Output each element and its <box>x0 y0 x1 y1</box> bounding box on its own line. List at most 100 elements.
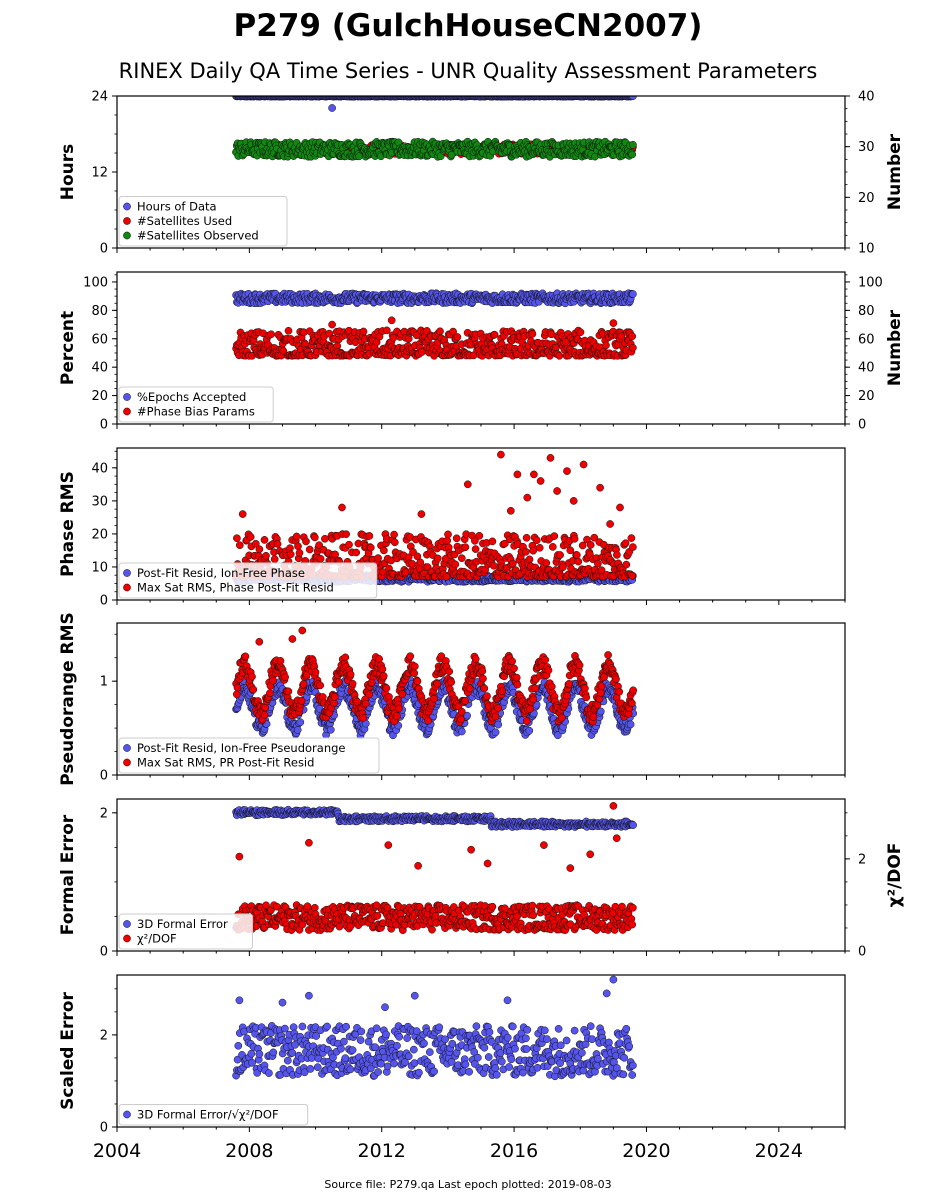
data-point <box>525 726 534 735</box>
data-point <box>444 530 452 539</box>
data-point <box>583 535 591 544</box>
legend-label: Post-Fit Resid, Ion-Free Phase <box>137 566 305 580</box>
data-point <box>596 483 604 492</box>
data-point <box>359 327 368 336</box>
data-point <box>553 487 561 495</box>
data-point <box>447 150 456 159</box>
data-point <box>578 541 587 550</box>
legend-marker <box>123 583 131 592</box>
data-point <box>626 720 635 729</box>
legend-marker <box>123 231 131 240</box>
data-point <box>628 332 637 341</box>
data-point <box>273 540 282 548</box>
data-point <box>366 543 375 552</box>
data-points <box>232 96 637 161</box>
data-point <box>523 493 532 502</box>
data-point <box>506 506 515 515</box>
legend-marker <box>123 407 131 416</box>
data-point <box>550 532 559 540</box>
data-point <box>430 694 438 703</box>
data-point <box>602 341 610 350</box>
data-point <box>331 550 339 559</box>
data-point <box>563 467 571 475</box>
data-point <box>378 665 387 673</box>
data-point <box>266 689 274 698</box>
data-point <box>586 541 595 549</box>
data-point <box>628 571 637 580</box>
data-point <box>566 546 575 555</box>
data-point <box>260 711 269 719</box>
legend-label: #Phase Bias Params <box>137 405 255 419</box>
data-point <box>417 510 426 518</box>
data-point <box>284 687 293 696</box>
y2-tick-label: 80 <box>858 304 875 319</box>
data-point <box>398 690 407 698</box>
y-tick-label: 0 <box>100 418 108 433</box>
data-point <box>375 655 383 663</box>
y-tick-label: 20 <box>91 389 108 404</box>
data-point <box>276 657 285 665</box>
y2-tick-label: 40 <box>858 90 875 105</box>
data-point <box>629 543 637 551</box>
y-tick-label: 12 <box>91 166 108 181</box>
data-point <box>321 534 329 543</box>
data-point <box>326 725 335 734</box>
data-point <box>452 534 461 543</box>
data-point <box>546 454 555 462</box>
legend-marker <box>123 217 131 225</box>
legend-label: #Satellites Observed <box>137 229 259 243</box>
data-point <box>302 537 310 546</box>
panel-2: 020406080100Percent020406080100Number%Ep… <box>58 271 905 433</box>
data-point <box>594 559 602 568</box>
y-tick-label: 20 <box>91 527 108 542</box>
data-point <box>576 328 585 337</box>
data-point <box>457 727 466 736</box>
y-tick-label: 30 <box>91 494 108 509</box>
data-point <box>233 534 241 543</box>
y2-axis-label: Number <box>885 133 905 210</box>
data-point <box>489 561 498 570</box>
data-point <box>628 150 637 159</box>
y2-axis-label: Number <box>885 309 905 386</box>
data-point <box>548 543 557 551</box>
y-axis-label: Percent <box>58 311 78 385</box>
data-point <box>609 319 618 327</box>
data-point <box>457 554 466 563</box>
legend-label: #Satellites Used <box>137 214 232 228</box>
data-point <box>345 540 353 549</box>
data-point <box>522 547 530 556</box>
data-point <box>437 652 446 661</box>
y2-tick-label: 40 <box>858 361 875 376</box>
data-point <box>522 533 531 542</box>
data-point <box>416 558 425 567</box>
data-point <box>316 681 325 690</box>
data-point <box>297 697 306 705</box>
data-point <box>281 673 289 681</box>
data-point <box>471 536 479 545</box>
data-point <box>241 652 250 661</box>
data-point <box>395 704 403 713</box>
data-point <box>413 677 422 686</box>
data-point <box>433 679 442 688</box>
data-point <box>629 290 637 298</box>
data-point <box>513 470 522 479</box>
data-point <box>325 329 334 338</box>
data-point <box>382 326 391 335</box>
legend-marker <box>123 569 131 577</box>
data-point <box>449 327 457 336</box>
data-point <box>621 539 630 548</box>
data-point <box>433 554 442 563</box>
y-axis-label: Hours <box>58 144 78 201</box>
data-point <box>529 546 538 555</box>
data-point <box>249 685 258 694</box>
data-point <box>286 550 295 559</box>
data-point <box>251 539 260 548</box>
data-point <box>246 533 255 541</box>
data-point <box>508 559 517 568</box>
data-point <box>279 347 288 355</box>
y-tick-label: 0 <box>100 594 108 609</box>
y2-tick-label: 60 <box>858 332 875 347</box>
